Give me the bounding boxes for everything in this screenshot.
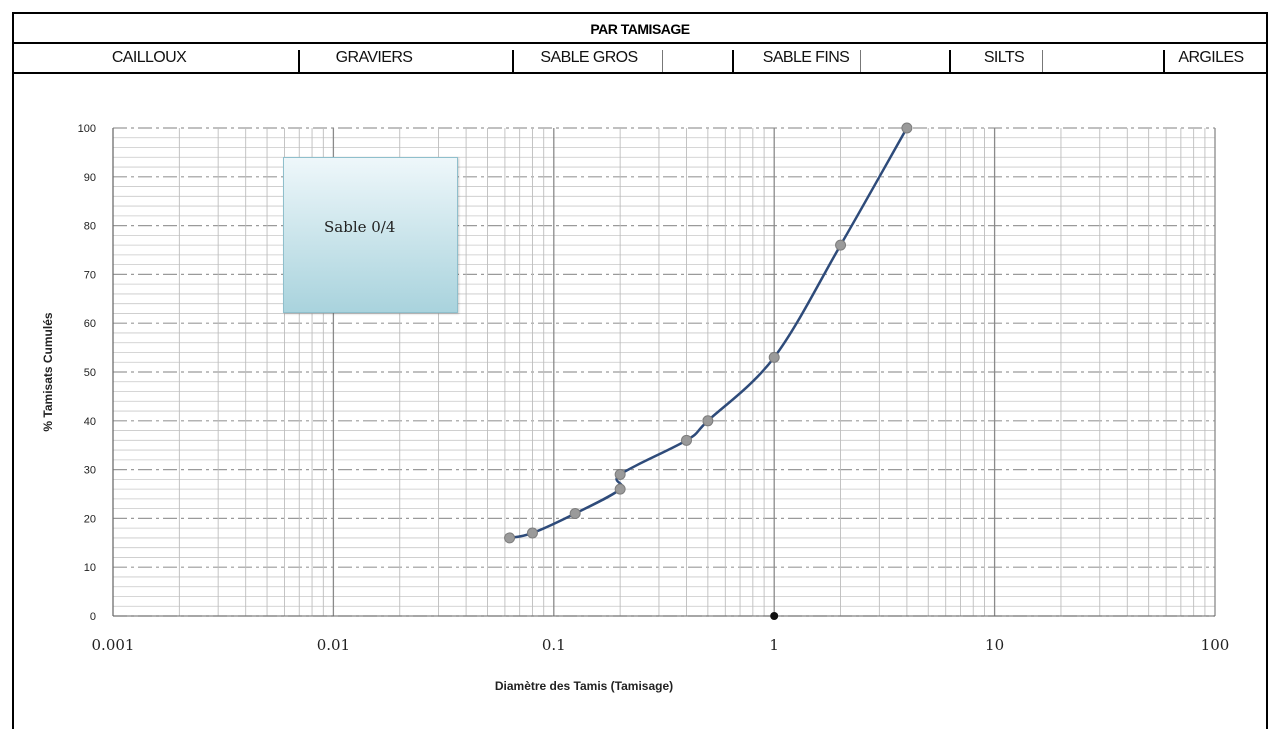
y-tick-label: 80 (84, 221, 96, 233)
y-tick-label: 10 (84, 562, 96, 574)
class-separator (298, 50, 300, 72)
class-separator (860, 50, 861, 72)
sample-callout-box: Sable 0/4 (283, 157, 458, 313)
sample-label: Sable 0/4 (324, 218, 396, 236)
data-point (614, 483, 626, 495)
y-tick-label: 0 (90, 611, 96, 623)
class-separator (1163, 50, 1165, 72)
class-separator (1042, 50, 1043, 72)
data-point (702, 415, 714, 427)
class-label-sable-gros: SABLE GROS (540, 49, 638, 66)
class-label-cailloux: CAILLOUX (111, 49, 187, 66)
data-point (901, 122, 913, 134)
chart-title: PAR TAMISAGE (14, 14, 1266, 44)
x-tick-label: 100 (1201, 636, 1230, 654)
class-separator (732, 50, 734, 72)
data-point (504, 532, 516, 544)
x-tick-label: 10 (985, 636, 1004, 654)
data-point (680, 434, 692, 446)
axes: 0 10 20 30 40 50 60 70 80 90 100 0.001 0.01 0.1 1 10 100… (41, 123, 1229, 693)
y-axis-title: % Tamisats Cumulés (41, 312, 55, 431)
class-label-graviers: GRAVIERS (335, 49, 413, 66)
x-tick-label: 1 (769, 636, 779, 654)
y-tick-label: 20 (84, 513, 96, 525)
y-tick-label: 100 (78, 123, 96, 135)
y-tick-label: 40 (84, 416, 96, 428)
x-tick-label: 0.1 (542, 636, 566, 654)
chart-frame: PAR TAMISAGE CAILLOUX GRAVIERS SABLE GRO… (12, 12, 1268, 729)
class-label-argiles: ARGILES (1178, 49, 1244, 66)
y-tick-label: 60 (84, 318, 96, 330)
y-tick-label: 50 (84, 367, 96, 379)
data-point (770, 612, 779, 620)
class-label-sable-fins: SABLE FINS (762, 49, 850, 66)
x-tick-label: 0.01 (317, 636, 350, 654)
y-tick-label: 30 (84, 465, 96, 477)
soil-class-row: CAILLOUX GRAVIERS SABLE GROS SABLE FINS … (14, 44, 1266, 74)
class-separator (662, 50, 663, 72)
y-tick-label: 70 (84, 269, 96, 281)
data-point (569, 508, 581, 520)
x-tick-label: 0.001 (92, 636, 135, 654)
series (504, 122, 913, 620)
y-tick-label: 90 (84, 172, 96, 184)
data-point (835, 239, 847, 251)
data-point (526, 527, 538, 539)
class-separator (512, 50, 514, 72)
class-label-silts: SILTS (983, 49, 1025, 66)
class-separator (949, 50, 951, 72)
x-axis-title: Diamètre des Tamis (Tamisage) (495, 679, 673, 693)
data-point (614, 468, 626, 480)
grid (112, 127, 1216, 617)
data-point (768, 351, 780, 363)
